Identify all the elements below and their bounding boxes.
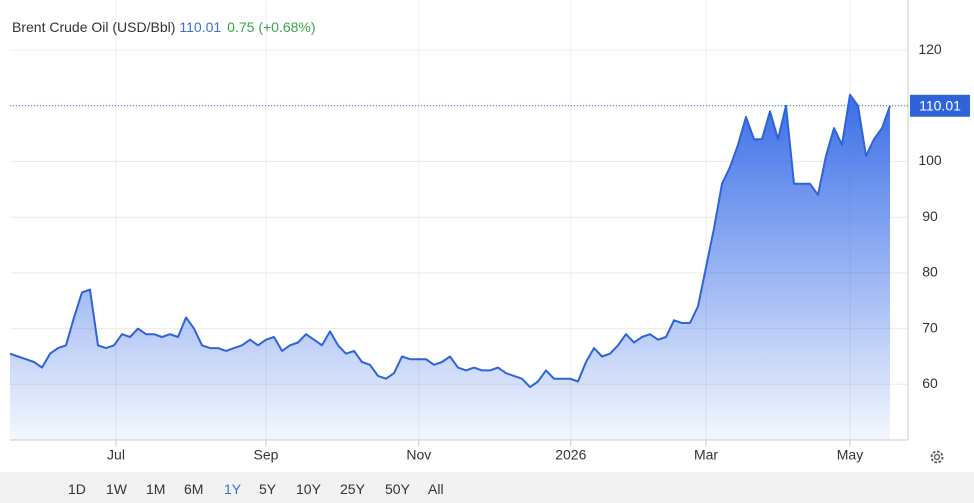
range-button[interactable]: 1Y <box>224 481 242 497</box>
area <box>10 94 890 440</box>
header: Brent Crude Oil (USD/Bbl) 110.01 0.75 (+0.… <box>12 19 316 35</box>
line <box>9 93 891 389</box>
range-button[interactable]: 5Y <box>259 481 277 497</box>
change-pct: (+0.68%) <box>258 19 316 35</box>
y-tick-label: 60 <box>922 375 938 391</box>
x-tick-label: Nov <box>406 447 431 463</box>
y-tick-label: 100 <box>918 152 942 168</box>
range-button[interactable]: 1D <box>68 481 86 497</box>
price: 110.01 <box>179 19 222 35</box>
x-tick-label: Mar <box>694 447 718 463</box>
y-tick-label: 120 <box>918 41 942 57</box>
range-button[interactable]: All <box>428 481 444 497</box>
y-tick-label: 90 <box>922 208 938 224</box>
x-tick-label: May <box>837 447 863 463</box>
last-price-box <box>910 94 970 117</box>
range-button[interactable]: 10Y <box>296 481 321 497</box>
x-tick-label: 2026 <box>555 447 586 463</box>
y-tick-label: 80 <box>922 264 938 280</box>
range-button[interactable]: 25Y <box>340 481 365 497</box>
range-button[interactable]: 1M <box>146 481 166 497</box>
range-button[interactable]: 50Y <box>385 481 410 497</box>
settings-icon[interactable] <box>930 450 944 464</box>
chart: 60708090100110120JulSepNov2026MarMay110.… <box>9 0 970 464</box>
range-bar: 1D 1W 1M 6M 1Y 5Y 10Y 25Y 50Y All <box>0 472 974 503</box>
title: Brent Crude Oil (USD/Bbl) <box>12 19 176 35</box>
range-button[interactable]: 1W <box>106 481 127 497</box>
x-tick-label: Jul <box>107 447 125 463</box>
y-tick-label: 70 <box>922 319 938 335</box>
range-button[interactable]: 6M <box>184 481 204 497</box>
x-tick-label: Sep <box>254 447 279 463</box>
change: 0.75 <box>227 19 255 35</box>
last-price-label: 110.01 <box>919 97 961 113</box>
